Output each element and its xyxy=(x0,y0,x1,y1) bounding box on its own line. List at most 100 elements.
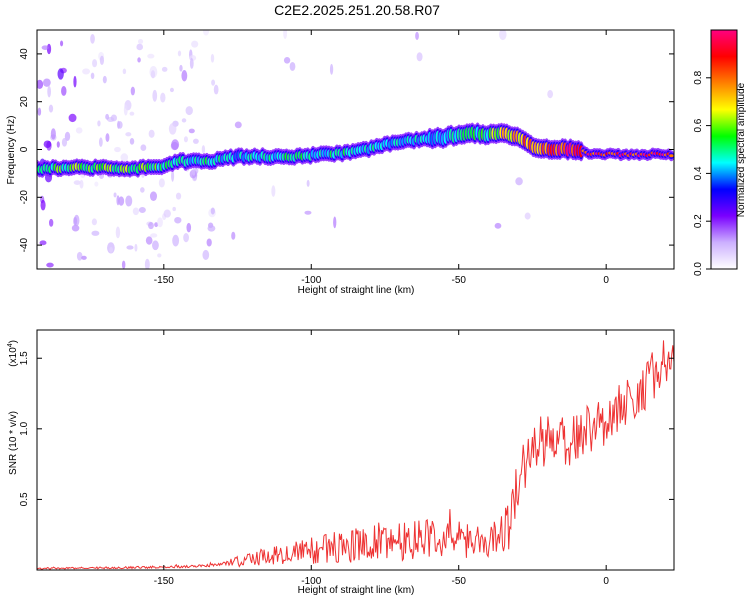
spectrogram-noise-cell xyxy=(136,43,144,51)
spectrogram-noise-cell xyxy=(39,240,47,246)
spectrogram-noise-cell xyxy=(271,185,276,197)
spectrogram-noise-cell xyxy=(145,236,153,245)
spectrogram-noise-cell xyxy=(117,120,121,129)
spectrogram-cells xyxy=(37,30,674,269)
spectrogram-noise-cell xyxy=(416,52,423,62)
snr-series-line xyxy=(37,340,674,570)
spectrogram-noise-cell xyxy=(105,133,110,142)
spectrogram-noise-cell xyxy=(150,233,158,238)
spectrogram-noise-cell xyxy=(92,59,98,68)
spectrogram-noise-cell xyxy=(91,230,100,236)
spectrogram-noise-cell xyxy=(499,30,507,41)
spectrogram-noise-cell xyxy=(189,58,194,69)
spectrogram-heatmap xyxy=(37,30,674,269)
spectrogram-noise-cell xyxy=(82,68,91,75)
spectrogram-noise-cell xyxy=(60,40,64,47)
spectrogram-noise-cell xyxy=(73,180,81,185)
spectrogram-noise-cell xyxy=(137,39,144,44)
spectrogram-noise-cell xyxy=(174,216,182,224)
colorbar-tick-label: 0.4 xyxy=(693,166,704,180)
spectrogram-x-axis: -150 -100 -50 0 xyxy=(154,30,609,286)
spectrogram-noise-cell xyxy=(192,167,196,176)
spectrogram-noise-cell xyxy=(181,70,188,82)
spectrogram-noise-cell xyxy=(110,114,118,122)
spectrogram-y-axis: -40 -20 0 20 40 xyxy=(19,48,674,252)
spectrogram-noise-cell xyxy=(40,199,46,211)
colorbar-label: Normalized spectral amplitude xyxy=(736,82,747,217)
spectrogram-noise-cell xyxy=(169,87,174,93)
x-tick-label: -150 xyxy=(154,576,174,587)
spectrogram-noise-cell xyxy=(207,225,216,232)
spectrogram-noise-cell xyxy=(122,68,127,75)
y-tick-label: 40 xyxy=(19,48,30,60)
spectrogram-noise-cell xyxy=(289,61,296,71)
spectrogram-noise-cell xyxy=(415,31,419,40)
spectrogram-noise-cell xyxy=(47,85,51,98)
y-tick-label: 1.0 xyxy=(19,421,30,435)
spectrogram-noise-cell xyxy=(333,216,337,229)
spectrogram-noise-cell xyxy=(154,222,159,228)
spectrogram-noise-cell xyxy=(161,66,168,72)
spectrogram-noise-cell xyxy=(210,207,215,215)
spectrogram-noise-cell xyxy=(329,63,334,75)
spectrogram-panel: -150 -100 -50 0 -40 -20 0 20 40 Height of strai… xyxy=(6,29,675,296)
spectrogram-noise-cell xyxy=(98,137,103,147)
spectrogram-noise-cell xyxy=(140,187,145,193)
y-tick-label: 1.5 xyxy=(19,351,30,365)
y-tick-label: 0 xyxy=(19,146,30,152)
spectrogram-noise-cell xyxy=(147,53,155,59)
spectrogram-noise-cell xyxy=(157,217,163,228)
snr-x-axis: -150 -100 -50 0 xyxy=(154,330,609,587)
spectrogram-noise-cell xyxy=(183,136,188,143)
spectrogram-noise-cell xyxy=(191,40,199,48)
spectrogram-noise-cell xyxy=(524,212,531,220)
snr-y-label: SNR (10 * v/v) xyxy=(8,411,19,475)
spectrogram-noise-cell xyxy=(201,145,206,154)
spectrogram-noise-cell xyxy=(179,64,183,72)
spectrogram-noise-cell xyxy=(37,79,44,90)
spectrogram-noise-cell xyxy=(71,224,80,232)
colorbar-tick-label: 0.6 xyxy=(693,118,704,132)
spectrogram-noise-cell xyxy=(81,255,87,260)
spectrogram-noise-cell xyxy=(99,55,105,66)
colorbar-tick-label: 0.0 xyxy=(693,262,704,276)
colorbar-gradient xyxy=(711,30,737,269)
chart-title: C2E2.2025.251.20.58.R07 xyxy=(274,2,440,18)
spectrogram-noise-cell xyxy=(183,233,189,243)
spectrogram-noise-cell xyxy=(130,86,135,96)
x-tick-label: 0 xyxy=(603,576,609,587)
colorbar-axis: 0.0 0.2 0.4 0.6 0.8 xyxy=(693,70,711,276)
spectrogram-noise-cell xyxy=(46,262,54,268)
spectrogram-noise-cell xyxy=(109,246,114,253)
spectrogram-noise-cell xyxy=(157,253,162,258)
spectrogram-noise-cell xyxy=(49,218,54,227)
spectrogram-noise-cell xyxy=(144,258,150,269)
spectrogram-noise-cell xyxy=(283,56,291,64)
spectrogram-noise-cell xyxy=(231,231,236,240)
x-tick-label: -50 xyxy=(451,275,466,286)
spectrogram-noise-cell xyxy=(37,107,42,116)
spectrogram-noise-cell xyxy=(202,30,210,36)
colorbar-tick-label: 0.2 xyxy=(693,214,704,228)
spectrogram-noise-cell xyxy=(171,139,180,150)
spectrogram-noise-cell xyxy=(152,240,159,251)
spectrogram-noise-cell xyxy=(172,234,180,247)
spectrogram-noise-cell xyxy=(494,222,502,229)
spectrogram-noise-cell xyxy=(115,226,121,239)
spectrogram-noise-cell xyxy=(129,111,135,116)
spectrogram-noise-cell xyxy=(211,79,216,86)
spectrogram-noise-cell xyxy=(137,57,141,63)
spectrogram-noise-cell xyxy=(118,196,125,206)
spectrogram-noise-cell xyxy=(91,218,98,226)
spectrogram-noise-cell xyxy=(129,138,135,145)
spectrogram-noise-cell xyxy=(41,45,49,50)
spectrogram-noise-cell xyxy=(283,30,288,40)
spectrogram-noise-cell xyxy=(121,260,126,269)
spectrogram-noise-cell xyxy=(120,153,129,162)
spectrogram-x-label: Height of straight line (km) xyxy=(298,285,415,296)
spectrogram-noise-cell xyxy=(94,181,99,187)
spectrogram-noise-cell xyxy=(171,170,175,182)
spectrogram-noise-cell xyxy=(134,243,138,252)
x-tick-label: -50 xyxy=(451,576,466,587)
spectrogram-noise-cell xyxy=(213,84,219,95)
